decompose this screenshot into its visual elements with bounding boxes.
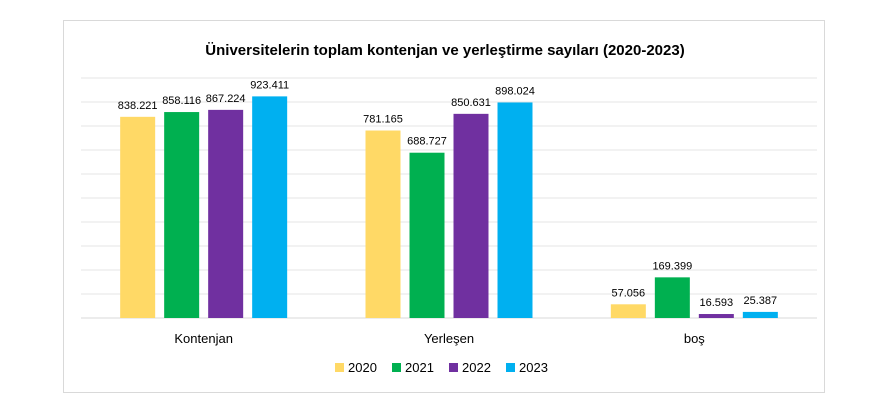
data-label: 850.631 bbox=[451, 97, 491, 109]
legend-label-2022: 2022 bbox=[462, 360, 491, 375]
bars bbox=[120, 96, 778, 319]
legend-swatch-2021 bbox=[392, 363, 401, 372]
chart-title: Üniversitelerin toplam kontenjan ve yerl… bbox=[205, 42, 684, 59]
category-label: Yerleşen bbox=[424, 331, 474, 346]
data-label: 688.727 bbox=[407, 136, 447, 148]
legend-label-2020: 2020 bbox=[348, 360, 377, 375]
data-label: 838.221 bbox=[118, 100, 158, 112]
legend-swatch-2022 bbox=[449, 363, 458, 372]
bar-chart: 838.221 858.116 867.224 923.411 781.165 688.7… bbox=[81, 42, 817, 375]
bar-2021-2 bbox=[654, 277, 690, 318]
gridlines bbox=[81, 77, 817, 319]
bar-2022-1 bbox=[453, 113, 489, 318]
legend-swatch-2023 bbox=[506, 363, 515, 372]
bar-2020-1 bbox=[365, 130, 401, 318]
data-label: 867.224 bbox=[206, 93, 246, 105]
legend-swatch-2020 bbox=[335, 363, 344, 372]
data-label: 781.165 bbox=[363, 114, 403, 126]
category-label: Kontenjan bbox=[174, 331, 233, 346]
legend-label-2023: 2023 bbox=[519, 360, 548, 375]
data-label: 25.387 bbox=[744, 295, 778, 307]
bar-2021-1 bbox=[409, 152, 445, 318]
bar-2020-0 bbox=[120, 116, 156, 318]
legend-label-2021: 2021 bbox=[405, 360, 434, 375]
legend: 2020 2021 2022 2023 bbox=[335, 360, 548, 375]
data-label: 898.024 bbox=[495, 85, 535, 97]
data-labels: 838.221 858.116 867.224 923.411 781.165 688.7… bbox=[118, 79, 777, 309]
bar-2023-2 bbox=[742, 311, 778, 318]
bar-2022-2 bbox=[698, 314, 734, 318]
bar-2021-0 bbox=[164, 112, 200, 319]
data-label: 16.593 bbox=[700, 297, 734, 309]
bar-2022-0 bbox=[208, 109, 244, 318]
bar-2020-2 bbox=[610, 304, 646, 318]
bar-2023-1 bbox=[497, 102, 533, 318]
data-label: 169.399 bbox=[652, 260, 692, 272]
category-label: boş bbox=[684, 331, 705, 346]
category-labels: Kontenjan Yerleşen boş bbox=[174, 331, 705, 346]
data-label: 858.116 bbox=[162, 95, 201, 107]
bar-2023-0 bbox=[252, 96, 288, 318]
data-label: 923.411 bbox=[250, 79, 289, 91]
chart-frame: 838.221 858.116 867.224 923.411 781.165 688.7… bbox=[63, 20, 825, 393]
data-label: 57.056 bbox=[612, 287, 646, 299]
